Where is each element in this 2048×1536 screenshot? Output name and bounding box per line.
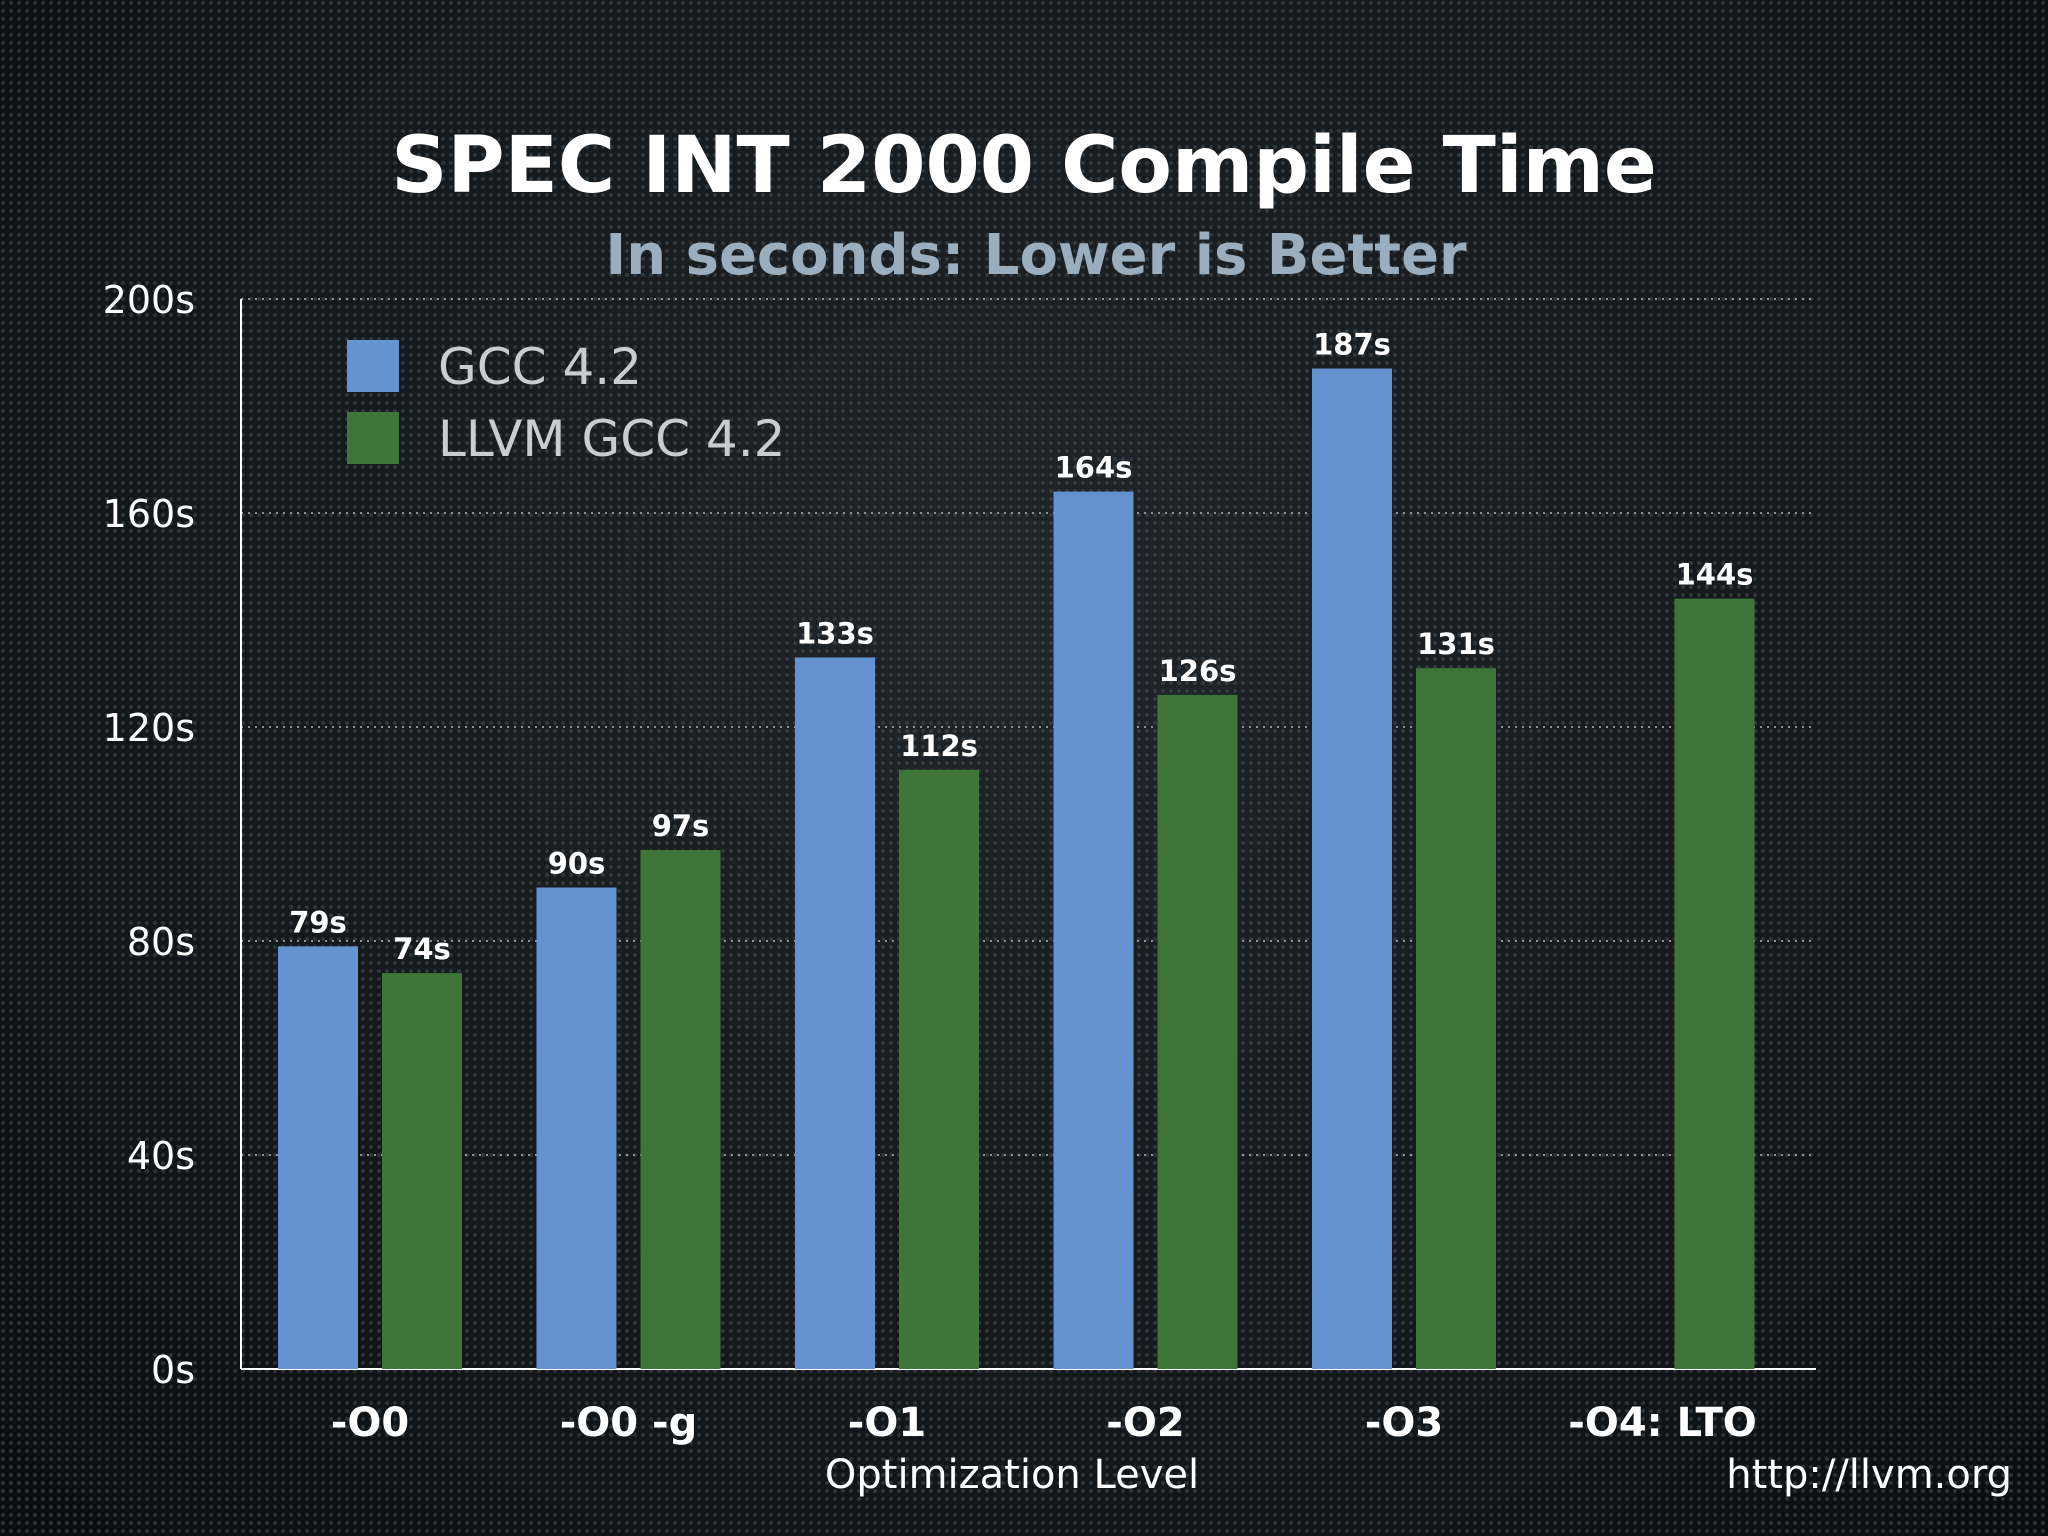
data-label: 112s [900, 729, 978, 763]
y-tick-label: 0s [151, 1348, 195, 1392]
footer-url: http://llvm.org [1726, 1452, 2012, 1498]
bar-llvm-gcc-1 [640, 850, 721, 1369]
legend-swatch [347, 412, 399, 464]
legend-swatch [347, 340, 399, 392]
x-tick-label: -O4: LTO [1568, 1400, 1757, 1446]
bar-llvm-gcc-5 [1674, 598, 1755, 1369]
legend-label: LLVM GCC 4.2 [438, 410, 785, 468]
y-tick-labels: 0s 40s 80s 120s 160s 200s [103, 278, 195, 1392]
data-label: 74s [393, 932, 451, 966]
data-label: 164s [1055, 451, 1133, 485]
legend: GCC 4.2 LLVM GCC 4.2 [347, 338, 785, 468]
bar-gcc-4 [1312, 368, 1392, 1369]
data-label: 144s [1676, 558, 1754, 592]
x-tick-labels: -O0 -O0 -g -O1 -O2 -O3 -O4: LTO [331, 1400, 1757, 1446]
bar-gcc-2 [795, 657, 875, 1369]
x-tick-label: -O1 [848, 1400, 926, 1446]
axes [240, 299, 1816, 1370]
x-tick-label: -O0 -g [560, 1400, 698, 1446]
y-tick-label: 160s [103, 492, 195, 536]
data-label: 97s [652, 809, 710, 843]
bar-llvm-gcc-0 [382, 973, 462, 1369]
bars [278, 368, 1755, 1370]
chart-title: SPEC INT 2000 Compile Time [391, 121, 1657, 211]
y-tick-label: 40s [127, 1134, 195, 1178]
data-label: 187s [1313, 328, 1391, 362]
data-label: 133s [796, 616, 874, 650]
chart-subtitle: In seconds: Lower is Better [605, 223, 1467, 288]
bar-llvm-gcc-2 [899, 769, 979, 1369]
y-tick-label: 120s [103, 706, 195, 750]
data-label: 126s [1159, 654, 1237, 688]
bar-gcc-0 [278, 946, 358, 1369]
data-label: 79s [289, 905, 347, 939]
x-tick-label: -O3 [1365, 1400, 1443, 1446]
bar-gcc-1 [536, 887, 617, 1369]
bar-gcc-3 [1053, 491, 1134, 1370]
x-tick-label: -O0 [331, 1400, 409, 1446]
x-axis-title: Optimization Level [825, 1452, 1199, 1498]
x-tick-label: -O2 [1106, 1400, 1184, 1446]
bar-llvm-gcc-4 [1416, 668, 1496, 1369]
data-label: 90s [548, 847, 606, 881]
y-tick-label: 80s [127, 920, 195, 964]
data-label: 131s [1417, 627, 1495, 661]
bar-llvm-gcc-3 [1157, 694, 1238, 1369]
data-labels: 79s 74s 90s 97s 133s 112s 164s 126s 187s 131s 144s [289, 328, 1753, 967]
y-tick-label: 200s [103, 278, 195, 322]
legend-label: GCC 4.2 [438, 338, 642, 396]
